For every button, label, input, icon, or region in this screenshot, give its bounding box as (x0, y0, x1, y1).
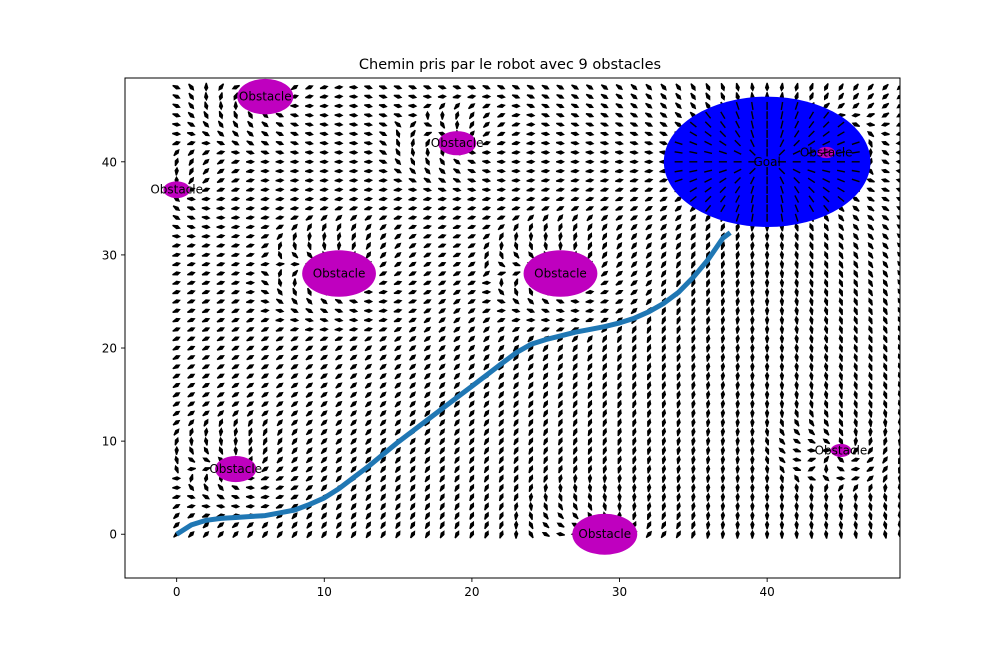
goal-label: Goal (753, 155, 780, 169)
plot-frame (124, 77, 901, 579)
obstacle-marker (237, 78, 294, 115)
x-tick-label: 30 (612, 585, 627, 599)
obstacles-layer (163, 78, 871, 555)
vector-field (172, 82, 900, 539)
y-tick-label: 30 (102, 248, 117, 262)
obstacle-marker (215, 456, 257, 483)
obstacle-label: Obstacle (313, 267, 366, 281)
y-tick-label: 40 (102, 155, 117, 169)
x-tick-label: 10 (317, 585, 332, 599)
obstacle-marker (163, 181, 190, 199)
x-tick-label: 40 (760, 585, 775, 599)
y-axis: 0 10 20 30 40 (102, 155, 125, 542)
obstacle-marker (572, 513, 638, 555)
obstacle-label: Obstacle (150, 183, 203, 197)
robot-path-layer (175, 230, 732, 537)
x-tick-label: 0 (173, 585, 181, 599)
y-tick-label: 0 (109, 528, 117, 542)
goal-vectors (674, 101, 860, 222)
vector-arrows (172, 82, 900, 539)
robot-path-line (175, 230, 732, 537)
obstacle-label: Obstacle (578, 527, 631, 541)
obstacle-label: Obstacle (815, 443, 868, 457)
obstacle-label: Obstacle (534, 267, 587, 281)
obstacle-labels: Obstacle Obstacle Obstacle Obstacle Obstacle… (150, 90, 867, 542)
plot-area (163, 78, 900, 555)
goal-region (663, 96, 871, 227)
y-tick-label: 10 (102, 435, 117, 449)
obstacle-label: Obstacle (800, 145, 853, 159)
obstacle-marker (830, 443, 852, 457)
obstacle-label: Obstacle (239, 90, 292, 104)
obstacle-marker (437, 131, 477, 156)
obstacle-marker (523, 250, 598, 297)
chart-title: Chemin pris par le robot avec 9 obstacle… (359, 57, 661, 73)
obstacle-label: Obstacle (209, 462, 262, 476)
y-tick-label: 20 (102, 342, 117, 356)
x-tick-label: 20 (464, 585, 479, 599)
obstacle-label: Obstacle (431, 136, 484, 150)
obstacle-marker (302, 250, 376, 297)
x-axis: 0 10 20 30 40 (173, 578, 775, 599)
